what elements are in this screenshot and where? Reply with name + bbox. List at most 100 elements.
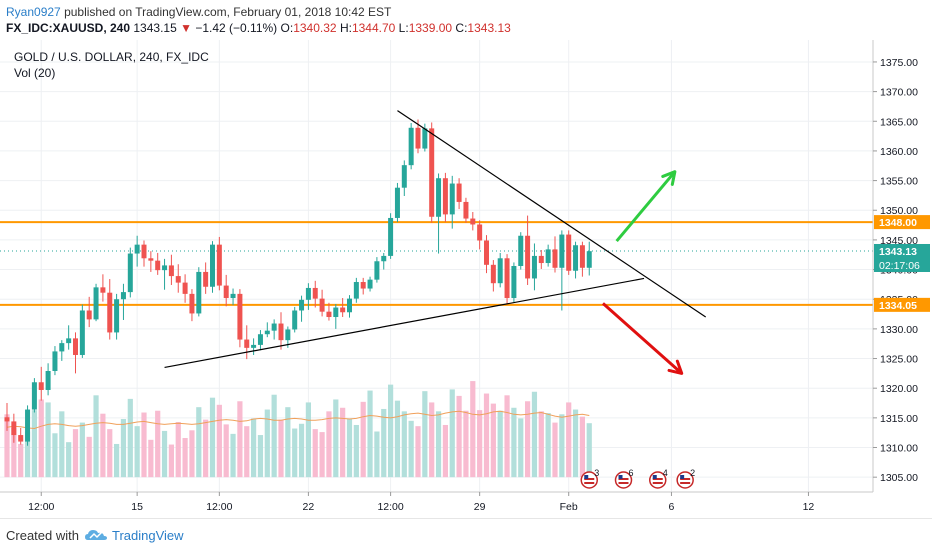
publish-text: published on TradingView.com, February 0… bbox=[64, 5, 392, 19]
candle-body bbox=[237, 293, 243, 340]
volume-bar bbox=[545, 413, 551, 478]
volume-bar bbox=[189, 430, 195, 478]
candle-body bbox=[470, 218, 476, 225]
symbol-line: FX_IDC:XAUUSD, 240 1343.15 ▼ −1.42 (−0.1… bbox=[6, 21, 511, 35]
time-tick-label: 22 bbox=[303, 501, 315, 513]
flag-canton bbox=[652, 475, 657, 479]
volume-bar bbox=[141, 412, 147, 478]
volume-bar bbox=[483, 393, 490, 478]
volume-bar bbox=[586, 423, 592, 478]
candle-body bbox=[148, 258, 154, 261]
candle-body bbox=[11, 421, 17, 436]
open-label: O: bbox=[280, 21, 294, 35]
volume-bar bbox=[353, 424, 359, 478]
candle-body bbox=[449, 183, 455, 215]
time-tick-label: 12 bbox=[803, 501, 815, 513]
candle-body bbox=[45, 370, 51, 390]
time-axis[interactable]: 12:00 15 12:00 22 12:00 29 Feb 6 12 bbox=[0, 491, 873, 518]
candle-body bbox=[442, 178, 448, 215]
volume-bar bbox=[449, 389, 455, 478]
candle-body bbox=[579, 245, 585, 268]
candlestick-chart[interactable]: 3 6 4 2 1305.00 1310.00 1315.00 1320.00 1325.00… bbox=[0, 40, 932, 518]
price-tick-label: 1325.00 bbox=[880, 354, 918, 366]
candle-body bbox=[278, 323, 284, 341]
candle-body bbox=[429, 128, 435, 217]
candle-body bbox=[319, 298, 325, 312]
volume-bar bbox=[525, 401, 531, 478]
close-value: 1343.13 bbox=[467, 21, 511, 35]
footer: Created with TradingView bbox=[0, 518, 932, 551]
candle-body bbox=[257, 334, 263, 345]
volume-bar bbox=[333, 399, 339, 478]
volume-bar bbox=[114, 443, 120, 478]
candle-body bbox=[559, 234, 565, 268]
volume-moving-average bbox=[6, 410, 590, 430]
volume-bar bbox=[442, 424, 448, 478]
horizontal-levels[interactable] bbox=[0, 221, 873, 306]
flag-canton bbox=[680, 475, 685, 479]
volume-bar bbox=[312, 429, 318, 478]
last-price-tag bbox=[874, 243, 930, 272]
event-count: 3 bbox=[594, 468, 599, 478]
candle-body bbox=[285, 329, 291, 341]
volume-bar bbox=[59, 411, 65, 478]
volume-bar bbox=[552, 422, 558, 478]
candle-body bbox=[299, 299, 305, 311]
candle-body bbox=[264, 330, 270, 335]
event-badges[interactable]: 3 6 4 2 bbox=[580, 468, 695, 489]
price-tick-label: 1375.00 bbox=[880, 57, 918, 69]
volume-bar bbox=[305, 402, 311, 478]
volume-bar bbox=[148, 439, 154, 478]
tradingview-cloud-icon[interactable] bbox=[84, 525, 108, 545]
time-tick-label: 12:00 bbox=[206, 501, 232, 513]
candle-body bbox=[251, 344, 257, 348]
time-axis-bg bbox=[0, 492, 873, 518]
level-price-tag-text: 1334.05 bbox=[879, 300, 917, 312]
volume-bar bbox=[388, 384, 394, 478]
drawings[interactable] bbox=[164, 110, 707, 375]
chart-header: Ryan0927 published on TradingView.com, F… bbox=[0, 0, 932, 40]
candle-body bbox=[490, 264, 496, 284]
volume-bar bbox=[237, 401, 243, 478]
volume-bar bbox=[511, 407, 517, 478]
price-tick-label: 1360.00 bbox=[880, 146, 918, 158]
volume-bar bbox=[244, 426, 250, 478]
publish-line: Ryan0927 published on TradingView.com, F… bbox=[6, 5, 391, 19]
time-tick-label: 29 bbox=[474, 501, 486, 513]
volume-bar bbox=[346, 418, 353, 478]
candle-body bbox=[394, 187, 400, 218]
open-value: 1340.32 bbox=[293, 21, 337, 35]
flag-canton bbox=[584, 475, 589, 479]
volume-bar bbox=[155, 410, 161, 478]
candle-body bbox=[463, 201, 469, 219]
candle-body bbox=[497, 258, 503, 284]
candle-body bbox=[388, 217, 394, 256]
high-label: H: bbox=[339, 21, 352, 35]
trend-line bbox=[397, 110, 707, 318]
volume-bar bbox=[298, 423, 305, 478]
volume-bar bbox=[182, 438, 188, 478]
candle-body bbox=[484, 240, 489, 265]
tradingview-brand[interactable]: TradingView bbox=[112, 528, 184, 543]
volume-bar bbox=[285, 407, 291, 478]
price-tick-label: 1350.00 bbox=[880, 205, 918, 217]
author-link[interactable]: Ryan0927 bbox=[6, 5, 61, 19]
candle-body bbox=[73, 338, 78, 355]
candle-body bbox=[162, 265, 168, 271]
trend-line bbox=[164, 277, 645, 369]
candle-body bbox=[353, 282, 359, 299]
price-tick-label: 1320.00 bbox=[880, 383, 918, 395]
price-tick-label: 1345.00 bbox=[880, 235, 918, 247]
volume-bar bbox=[38, 399, 44, 478]
candle-body bbox=[422, 128, 428, 149]
arrow-shaft bbox=[615, 170, 677, 243]
price-tick-label: 1330.00 bbox=[880, 324, 918, 336]
chart-title: GOLD / U.S. DOLLAR, 240, FX_IDC bbox=[14, 50, 209, 64]
level-price-tag bbox=[874, 215, 930, 230]
volume-bar bbox=[24, 431, 31, 478]
volume-bar bbox=[456, 395, 462, 478]
price-axis[interactable]: 1305.00 1310.00 1315.00 1320.00 1325.00 1330.… bbox=[872, 40, 932, 492]
volume-bar bbox=[66, 442, 72, 478]
candle-body bbox=[100, 287, 106, 293]
volume-bar bbox=[72, 429, 79, 478]
